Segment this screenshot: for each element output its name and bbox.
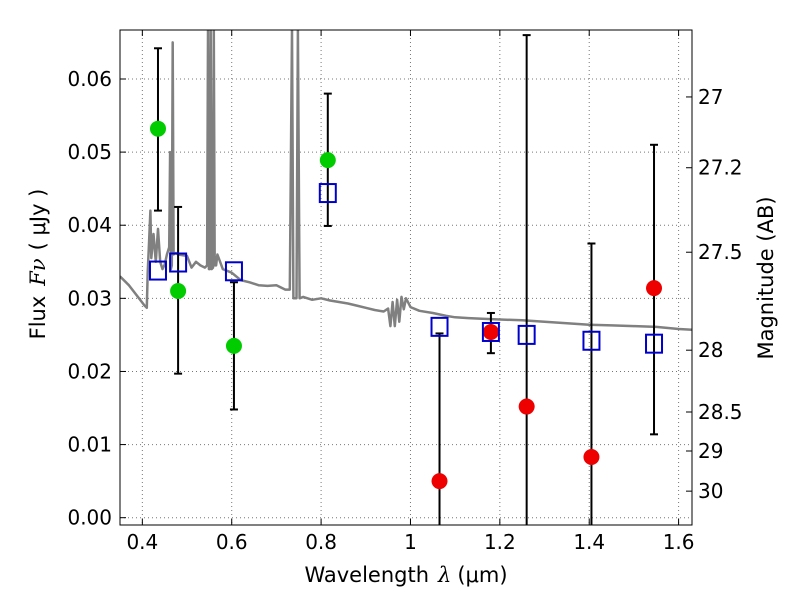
y-tick-label: 0.01 — [67, 433, 112, 457]
model-spectrum-line — [120, 30, 692, 332]
observed-red-marker — [431, 473, 448, 490]
grid — [120, 30, 692, 525]
y2-tick-label: 28.5 — [698, 400, 743, 424]
y-axis-label-unit: ( μJy ) — [26, 189, 50, 251]
x-tick-label: 0.4 — [126, 530, 158, 554]
x-tick-label: 1.2 — [484, 530, 516, 554]
model-photometry-marker — [645, 333, 664, 354]
x-tick-label: 1 — [404, 530, 417, 554]
y-tick-label: 0.05 — [67, 140, 112, 164]
model-photometry-marker — [481, 321, 500, 342]
observed-red-marker — [583, 449, 600, 466]
x-tick-label: 1.4 — [573, 530, 605, 554]
errorbar — [587, 242, 596, 525]
observed-green-marker — [225, 337, 242, 354]
errorbar — [522, 34, 531, 525]
y-axis-label-text: Flux — [26, 296, 50, 340]
y-tick-label: 0.06 — [67, 67, 112, 91]
y-axis-label-symbol: Fν — [26, 258, 50, 287]
observed-green-marker — [149, 120, 166, 137]
y2-tick-label: 29 — [698, 439, 723, 463]
y2-axis-label: Magnitude (AB) — [754, 196, 778, 359]
y-axis-label: Flux Fν ( μJy ) — [26, 189, 50, 340]
model-photometry-marker — [148, 260, 167, 281]
model-photometry-marker — [582, 330, 601, 351]
y2-tick-label: 27 — [698, 85, 723, 109]
observed-green-marker — [170, 283, 187, 300]
y2-tick-label: 27.2 — [698, 156, 743, 180]
marker-layer — [148, 120, 664, 490]
model-photometry-marker — [517, 324, 536, 345]
x-axis-label-symbol: λ — [437, 563, 451, 587]
x-tick-label: 0.6 — [216, 530, 248, 554]
x-axis-label: Wavelength λ (μm) — [304, 563, 507, 587]
x-axis-label-text: Wavelength — [304, 563, 429, 587]
observed-red-marker — [646, 280, 663, 297]
y2-tick-label: 27.5 — [698, 240, 743, 264]
tick-layer: 0.4 0.6 0.8 1 1.2 1.4 1.6 0.00 0.01 0.02 0.03 0.04 0… — [67, 30, 743, 554]
x-tick-label: 1.6 — [663, 530, 695, 554]
observed-red-marker — [482, 323, 499, 340]
y-tick-label: 0.04 — [67, 213, 112, 237]
model-photometry-marker — [430, 316, 449, 337]
y2-tick-label: 28 — [698, 338, 723, 362]
observed-green-marker — [319, 152, 336, 169]
y2-tick-label: 30 — [698, 479, 723, 503]
errorbar — [435, 332, 444, 525]
model-photometry-marker — [169, 252, 188, 273]
y-tick-label: 0.02 — [67, 359, 112, 383]
observed-red-marker — [518, 398, 535, 415]
x-tick-label: 0.8 — [305, 530, 337, 554]
plot-frame — [119, 29, 693, 526]
x-axis-label-unit: (μm) — [457, 563, 507, 587]
model-photometry-marker — [224, 261, 243, 282]
model-spectrum-layer — [120, 30, 692, 332]
model-photometry-marker — [318, 183, 337, 204]
y-tick-label: 0.03 — [67, 286, 112, 310]
y-tick-label: 0.00 — [67, 506, 112, 530]
